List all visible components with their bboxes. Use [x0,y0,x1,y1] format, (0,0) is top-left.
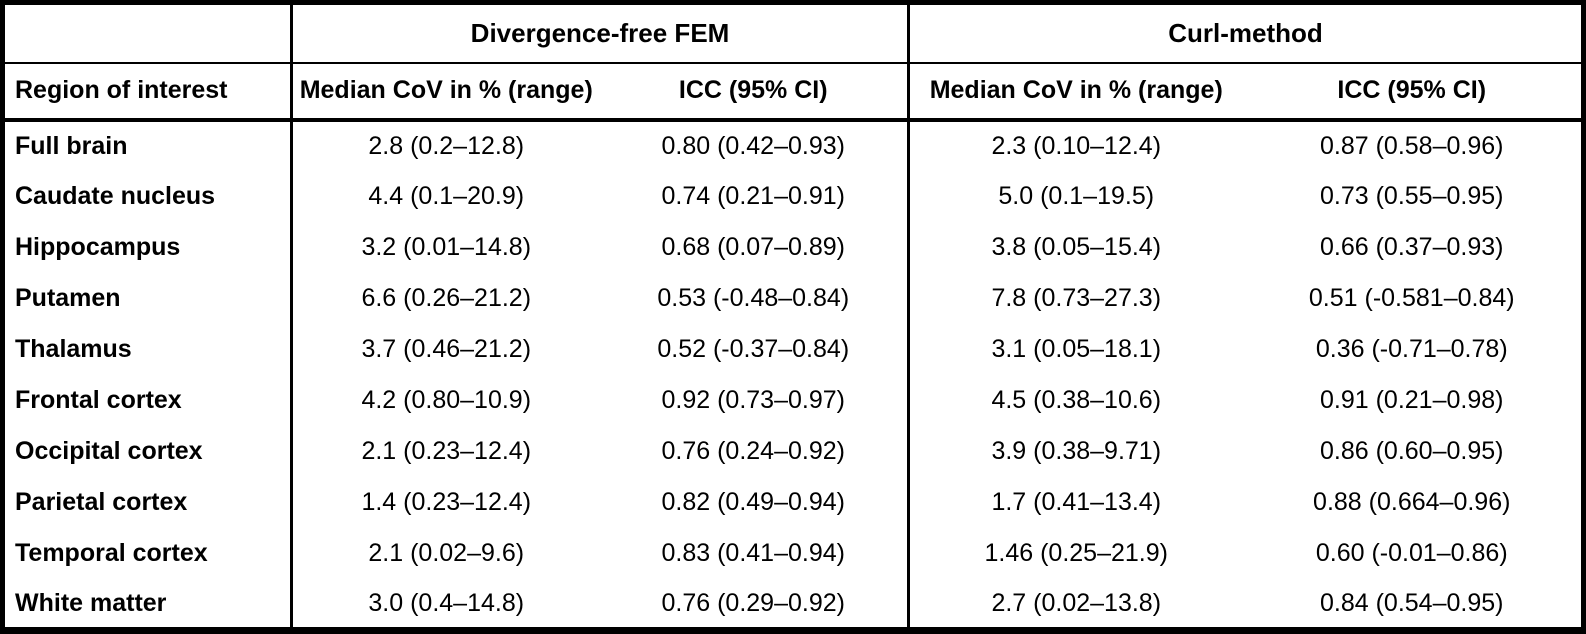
region-cell: Parietal cortex [15,488,188,517]
column-header-fem-icc: ICC (95% CI) [599,62,909,122]
region-cell: Occipital cortex [15,437,203,466]
fem-icc-cell: 0.53 (-0.48–0.84) [657,283,850,312]
column-header-fem-cov: Median CoV in % (range) [290,62,600,122]
table-header: Divergence-free FEM Curl-method Region o… [2,2,1584,122]
fem-icc-cell: 0.82 (0.49–0.94) [661,488,845,517]
fem-icc-cell: 0.92 (0.73–0.97) [661,386,845,415]
fem-cov-cell: 3.0 (0.4–14.8) [290,579,600,631]
fem-icc-cell: 0.80 (0.42–0.93) [661,131,845,160]
region-cell: Temporal cortex [15,539,208,568]
fem-cov-cell: 4.2 (0.80–10.9) [290,374,600,427]
fem-cov-cell: 3.7 (0.46–21.2) [290,323,600,375]
table-row: Thalamus 3.7 (0.46–21.2) 0.52 (-0.37–0.8… [3,323,1584,375]
group-header-row: Divergence-free FEM Curl-method [2,2,1584,64]
curl-cov-cell: 3.8 (0.05–15.4) [907,221,1243,273]
curl-cov-cell: 2.3 (0.10–12.4) [907,119,1243,171]
fem-icc-cell: 0.76 (0.24–0.92) [661,437,845,466]
fem-cov-cell: 2.1 (0.23–12.4) [290,426,600,478]
curl-icc-cell: 0.66 (0.37–0.93) [1320,232,1504,261]
region-cell: Caudate nucleus [15,181,216,210]
curl-cov-cell: 3.9 (0.38–9.71) [907,426,1243,478]
table-row: Caudate nucleus 4.4 (0.1–20.9) 0.74 (0.2… [3,170,1584,222]
fem-cov-cell: 6.6 (0.26–21.2) [290,272,600,324]
curl-icc-cell: 0.36 (-0.71–0.78) [1315,334,1508,363]
fem-cov-cell: 4.4 (0.1–20.9) [290,170,600,222]
column-header-region: Region of interest [2,62,292,122]
fem-cov-cell: 1.4 (0.23–12.4) [290,477,600,529]
fem-icc-cell: 0.76 (0.29–0.92) [661,588,845,617]
curl-icc-cell: 0.60 (-0.01–0.86) [1315,539,1508,568]
table-row: Temporal cortex 2.1 (0.02–9.6) 0.83 (0.4… [3,528,1584,580]
curl-icc-cell: 0.87 (0.58–0.96) [1320,131,1504,160]
column-header-curl-cov: Median CoV in % (range) [907,62,1243,122]
region-cell: Thalamus [15,334,132,363]
curl-cov-cell: 1.7 (0.41–13.4) [907,477,1243,529]
curl-cov-cell: 7.8 (0.73–27.3) [907,272,1243,324]
table-row: Hippocampus 3.2 (0.01–14.8) 0.68 (0.07–0… [3,221,1584,273]
curl-cov-cell: 5.0 (0.1–19.5) [907,170,1243,222]
column-header-curl-icc: ICC (95% CI) [1242,62,1584,122]
table-row: Occipital cortex 2.1 (0.23–12.4) 0.76 (0… [3,426,1584,478]
curl-icc-cell: 0.84 (0.54–0.95) [1320,588,1504,617]
table-row: White matter 3.0 (0.4–14.8) 0.76 (0.29–0… [3,579,1584,631]
fem-cov-cell: 2.1 (0.02–9.6) [290,528,600,580]
table-row: Putamen 6.6 (0.26–21.2) 0.53 (-0.48–0.84… [3,272,1584,324]
curl-icc-cell: 0.88 (0.664–0.96) [1313,488,1511,517]
fem-icc-cell: 0.52 (-0.37–0.84) [657,334,850,363]
empty-header-cell [2,2,292,64]
curl-cov-cell: 2.7 (0.02–13.8) [907,579,1243,631]
region-cell: Full brain [15,131,128,160]
curl-icc-cell: 0.91 (0.21–0.98) [1320,386,1504,415]
curl-icc-cell: 0.73 (0.55–0.95) [1320,181,1504,210]
fem-cov-cell: 2.8 (0.2–12.8) [290,119,600,171]
curl-cov-cell: 4.5 (0.38–10.6) [907,374,1243,427]
region-cell: Frontal cortex [15,386,182,415]
fem-icc-cell: 0.74 (0.21–0.91) [661,181,845,210]
group-header-curl: Curl-method [907,2,1584,64]
curl-cov-cell: 3.1 (0.05–18.1) [907,323,1243,375]
region-cell: White matter [15,588,167,617]
column-header-row: Region of interest Median CoV in % (rang… [2,62,1584,122]
curl-icc-cell: 0.51 (-0.581–0.84) [1308,283,1515,312]
table-body: Full brain 2.8 (0.2–12.8) 0.80 (0.42–0.9… [3,119,1584,631]
table-row: Frontal cortex 4.2 (0.80–10.9) 0.92 (0.7… [3,374,1584,427]
region-cell: Putamen [15,283,121,312]
table-row: Full brain 2.8 (0.2–12.8) 0.80 (0.42–0.9… [3,119,1584,171]
region-cell: Hippocampus [15,232,181,261]
curl-cov-cell: 1.46 (0.25–21.9) [907,528,1243,580]
fem-icc-cell: 0.83 (0.41–0.94) [661,539,845,568]
fem-cov-cell: 3.2 (0.01–14.8) [290,221,600,273]
fem-icc-cell: 0.68 (0.07–0.89) [661,232,845,261]
group-header-fem: Divergence-free FEM [290,2,909,64]
curl-icc-cell: 0.86 (0.60–0.95) [1320,437,1504,466]
table-row: Parietal cortex 1.4 (0.23–12.4) 0.82 (0.… [3,477,1584,529]
